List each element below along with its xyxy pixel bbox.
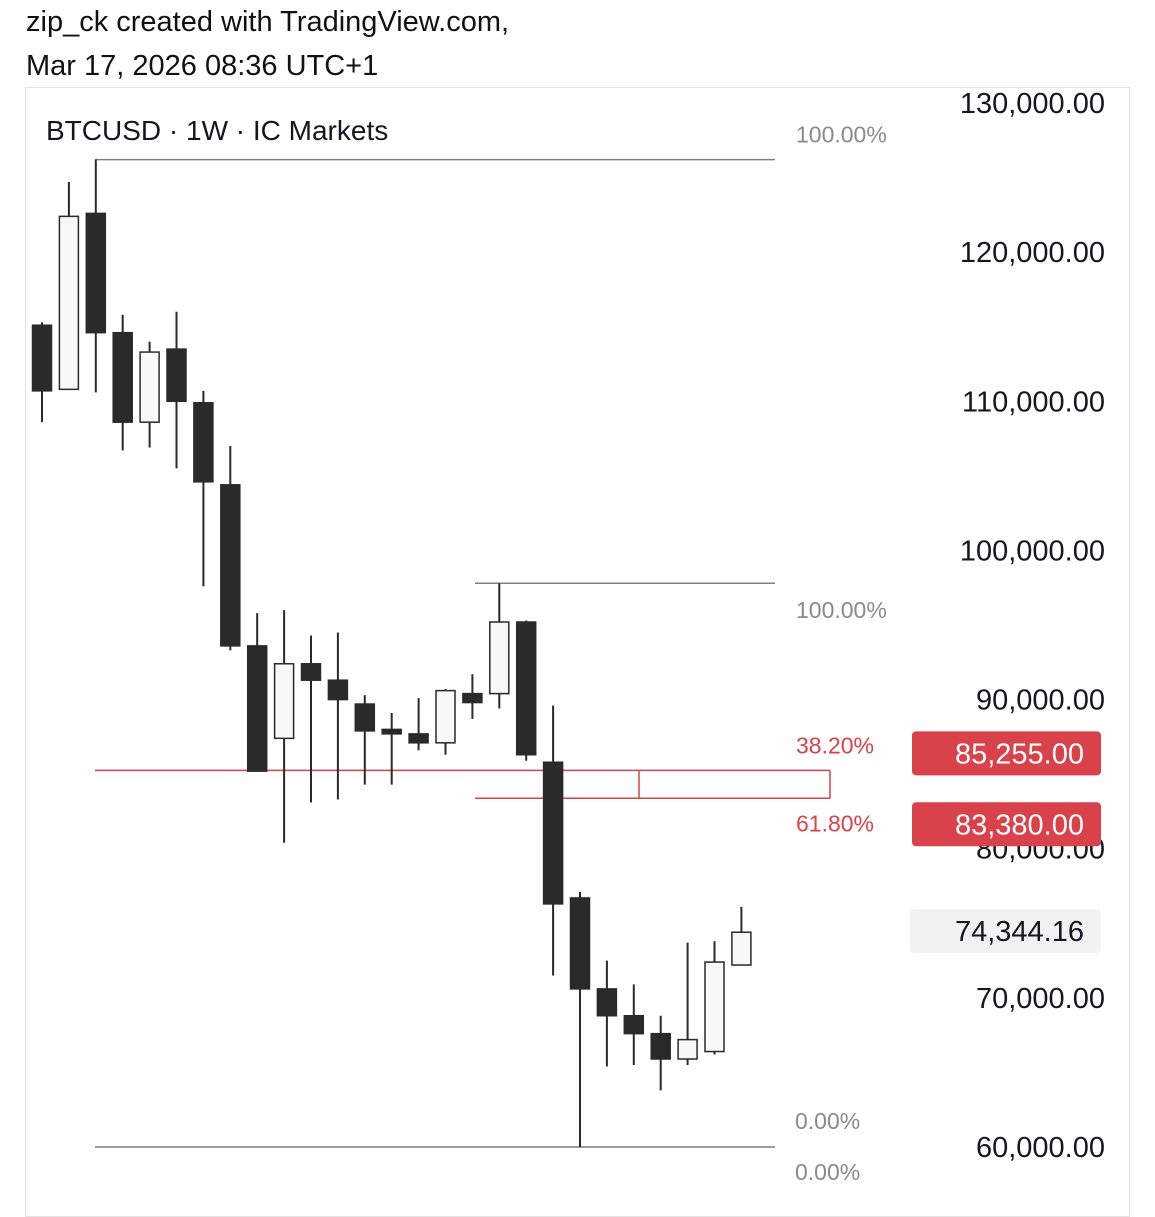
badge-label: 83,380.00 xyxy=(955,809,1084,841)
candle xyxy=(58,182,80,391)
candle-body xyxy=(542,761,564,905)
fib-price-badge: 83,380.00 xyxy=(912,802,1101,847)
candle xyxy=(327,632,349,800)
y-axis-tick-label: 130,000.00 xyxy=(960,88,1105,120)
badge-background xyxy=(910,909,1101,954)
timestamp-line: Mar 17, 2026 08:36 UTC+1 xyxy=(26,50,379,82)
candle-body xyxy=(462,692,483,704)
candle-body xyxy=(623,1015,645,1035)
candle-body xyxy=(677,1038,698,1060)
fib-level-label: 100.00% xyxy=(796,122,887,148)
candle xyxy=(569,891,591,1147)
candle xyxy=(623,984,645,1065)
candle xyxy=(300,635,322,803)
candle-body xyxy=(112,331,133,423)
fib-level-label: 0.00% xyxy=(795,1108,860,1134)
candle xyxy=(731,906,752,966)
candle-body xyxy=(354,703,376,732)
candle xyxy=(435,689,456,755)
candle xyxy=(489,583,510,709)
candle-body xyxy=(85,212,107,334)
fib-price-badge: 85,255.00 xyxy=(912,731,1101,776)
candle xyxy=(381,712,402,785)
candle xyxy=(193,390,214,587)
candle-body xyxy=(408,733,429,744)
badge-background xyxy=(912,731,1101,776)
candle-body xyxy=(381,728,402,735)
candle-body xyxy=(515,621,537,756)
candle-body xyxy=(435,689,456,744)
y-axis-tick-label: 70,000.00 xyxy=(976,983,1105,1015)
y-axis-tick-label: 110,000.00 xyxy=(962,386,1105,418)
candle xyxy=(85,159,107,393)
candle xyxy=(515,620,537,761)
candle-body xyxy=(31,324,53,392)
candle xyxy=(31,322,53,423)
candle-body xyxy=(193,402,214,483)
fib-level-label: 0.00% xyxy=(795,1159,860,1185)
candle-body xyxy=(246,645,268,772)
candle-body xyxy=(220,484,241,647)
candle xyxy=(246,613,268,772)
candle-body xyxy=(704,961,725,1053)
fib-level-label: 100.00% xyxy=(796,597,887,623)
badge-background xyxy=(912,802,1101,847)
candle-body xyxy=(139,351,160,423)
candle xyxy=(354,695,376,785)
author-line: zip_ck created with TradingView.com, xyxy=(26,6,510,38)
candle xyxy=(112,314,133,451)
symbol-title: BTCUSD · 1W · IC Markets xyxy=(46,115,389,146)
fib-level-label: 38.20% xyxy=(796,732,874,758)
current-price-label: 74,344.16 xyxy=(955,916,1084,948)
y-axis-tick-label: 120,000.00 xyxy=(960,237,1105,269)
candle xyxy=(139,341,160,448)
candle xyxy=(408,698,429,751)
candle-body xyxy=(596,988,618,1017)
candle xyxy=(650,1015,671,1091)
candle-body xyxy=(731,931,752,966)
candle xyxy=(220,446,241,651)
y-axis-tick-label: 60,000.00 xyxy=(976,1132,1105,1164)
candle-body xyxy=(58,215,80,391)
candle xyxy=(166,311,187,469)
candle xyxy=(462,674,483,719)
candle-body xyxy=(273,663,295,740)
badge-label: 85,255.00 xyxy=(955,738,1084,770)
candle-body xyxy=(489,621,510,695)
chart-header: zip_ck created with TradingView.com, Mar… xyxy=(26,0,509,88)
candle xyxy=(542,705,564,976)
y-axis-tick-label: 90,000.00 xyxy=(976,685,1105,717)
candle-body xyxy=(327,679,349,701)
candle xyxy=(273,610,295,843)
current-price-badge: 74,344.16 xyxy=(910,909,1101,954)
fib-level-label: 61.80% xyxy=(796,810,874,836)
candle-body xyxy=(166,348,187,403)
candle-body xyxy=(569,897,591,990)
candle-body xyxy=(300,663,322,681)
candle xyxy=(704,941,725,1055)
y-axis-tick-label: 100,000.00 xyxy=(960,535,1105,567)
candle-body xyxy=(650,1032,671,1060)
candle xyxy=(596,960,618,1067)
candle xyxy=(677,942,698,1065)
